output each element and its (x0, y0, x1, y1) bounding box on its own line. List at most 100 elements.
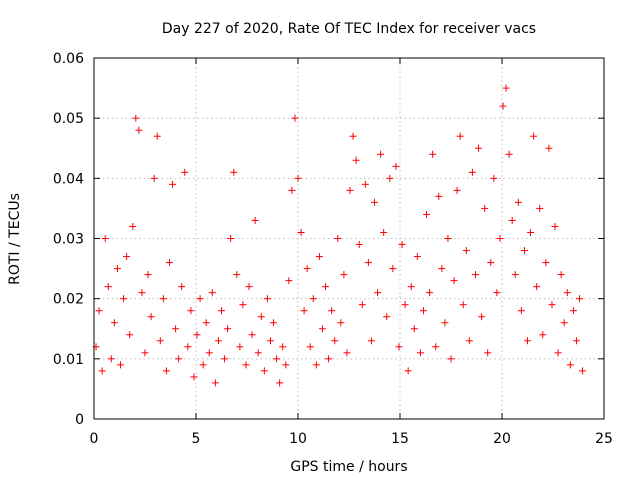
data-point (346, 186, 354, 194)
data-point (282, 361, 290, 369)
data-point (441, 319, 449, 327)
data-point (144, 271, 152, 279)
data-point (303, 265, 311, 273)
data-point (328, 307, 336, 315)
data-point (377, 150, 385, 158)
data-point (560, 319, 568, 327)
data-point (221, 355, 229, 363)
data-point (572, 337, 580, 345)
data-point (138, 289, 146, 297)
chart-title: Day 227 of 2020, Rate Of TEC Index for r… (162, 21, 536, 37)
data-point (129, 222, 137, 230)
data-point (322, 283, 330, 291)
data-point (266, 337, 274, 345)
data-point (383, 313, 391, 321)
data-point (156, 337, 164, 345)
data-point (150, 174, 158, 182)
data-point (236, 343, 244, 351)
x-tick-label: 15 (391, 431, 409, 447)
y-tick-label: 0.03 (53, 232, 84, 248)
data-point (419, 307, 427, 315)
data-point (438, 265, 446, 273)
data-point (450, 277, 458, 285)
y-tick-label: 0.06 (53, 51, 84, 67)
data-point (190, 373, 198, 381)
axis-ticks: 0 5 10 15 20 25 0 0.01 0.02 0.03 0.04 0.05 0.06 (53, 51, 613, 447)
data-point (337, 319, 345, 327)
data-point (184, 343, 192, 351)
data-point (358, 301, 366, 309)
data-point (511, 271, 519, 279)
data-point (423, 210, 431, 218)
data-point (386, 174, 394, 182)
data-point (536, 204, 544, 212)
data-point (435, 192, 443, 200)
data-point (297, 228, 305, 236)
data-point (490, 174, 498, 182)
data-point (224, 325, 232, 333)
data-point (141, 349, 149, 357)
data-point (193, 331, 201, 339)
data-point (257, 313, 265, 321)
data-point (285, 277, 293, 285)
data-point (199, 361, 207, 369)
data-point (110, 319, 118, 327)
data-point (465, 337, 473, 345)
data-point (294, 174, 302, 182)
data-point (566, 361, 574, 369)
data-point (539, 331, 547, 339)
data-point (233, 271, 241, 279)
data-point (104, 283, 112, 291)
data-point (288, 186, 296, 194)
data-point (481, 204, 489, 212)
data-point (551, 222, 559, 230)
data-point (107, 355, 115, 363)
data-point (135, 126, 143, 134)
data-point (459, 301, 467, 309)
data-point (371, 198, 378, 206)
data-point (389, 265, 397, 273)
data-point (300, 307, 308, 315)
data-point (95, 307, 103, 315)
data-point (175, 355, 183, 363)
x-tick-label: 0 (90, 431, 99, 447)
y-tick-label: 0.05 (53, 111, 84, 127)
y-tick-label: 0 (75, 412, 84, 428)
y-axis-label: ROTI / TECUs (7, 193, 23, 285)
data-point (312, 361, 320, 369)
data-point (429, 150, 437, 158)
data-point (279, 343, 287, 351)
data-point (398, 241, 406, 249)
data-point (227, 235, 235, 242)
data-point (548, 301, 556, 309)
data-point (471, 271, 479, 279)
data-point (533, 283, 541, 291)
data-point (545, 144, 553, 152)
data-point (410, 325, 418, 333)
data-point (242, 361, 250, 369)
data-point (165, 259, 173, 267)
data-point (208, 289, 216, 297)
data-point (380, 228, 388, 236)
data-point (248, 331, 256, 339)
data-point (484, 349, 492, 357)
data-point (432, 343, 440, 351)
data-point (196, 295, 204, 303)
data-point (426, 289, 434, 297)
data-point (123, 253, 131, 261)
data-point (343, 349, 351, 357)
x-tick-label: 10 (289, 431, 307, 447)
data-point (404, 367, 412, 375)
data-point (120, 295, 128, 303)
data-point (475, 144, 483, 152)
data-point (205, 349, 213, 357)
data-point (456, 132, 464, 140)
data-point (401, 301, 409, 309)
x-axis-label: GPS time / hours (290, 459, 407, 475)
data-point (340, 271, 348, 279)
data-point (563, 289, 571, 297)
data-point (407, 283, 415, 291)
data-point (367, 337, 375, 345)
data-point (214, 337, 222, 345)
data-point (364, 259, 372, 267)
